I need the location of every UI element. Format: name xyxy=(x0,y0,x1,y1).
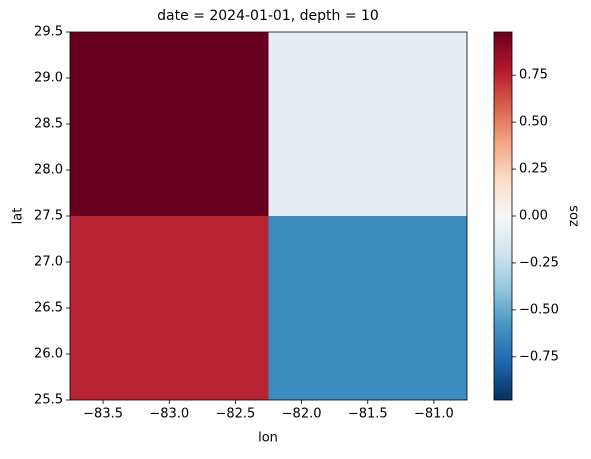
y-axis-label: lat xyxy=(11,208,26,225)
y-tick-label: 28.5 xyxy=(34,117,63,132)
y-tick-label: 26.0 xyxy=(34,347,63,362)
y-tick-label: 29.0 xyxy=(34,71,63,86)
x-tick-label: −81.0 xyxy=(414,407,454,422)
colorbar-tick-label: 0.25 xyxy=(519,162,548,177)
colorbar xyxy=(493,31,513,401)
colorbar-tick-label: −0.25 xyxy=(519,255,559,270)
colorbar-tick-label: −0.50 xyxy=(519,302,559,317)
y-tick-label: 26.5 xyxy=(34,301,63,316)
chart-title: date = 2024-01-01, depth = 10 xyxy=(157,8,379,24)
heatmap-cell xyxy=(70,216,269,400)
y-tick-label: 27.0 xyxy=(34,255,63,270)
y-tick-label: 29.5 xyxy=(34,25,63,40)
colorbar-tick-label: −0.75 xyxy=(519,349,559,364)
heatmap-cell xyxy=(268,32,467,216)
y-tick-label: 25.5 xyxy=(34,393,63,408)
x-tick-label: −83.5 xyxy=(83,407,123,422)
x-tick-label: −82.0 xyxy=(282,407,322,422)
y-tick-label: 28.0 xyxy=(34,163,63,178)
x-tick-label: −83.0 xyxy=(149,407,189,422)
colorbar-tick-label: 0.75 xyxy=(519,68,548,83)
x-tick-label: −81.5 xyxy=(348,407,388,422)
x-tick-label: −82.5 xyxy=(215,407,255,422)
heatmap-cell xyxy=(268,216,467,400)
colorbar-label: zos xyxy=(567,205,582,227)
colorbar-tick-label: 0.00 xyxy=(519,209,548,224)
x-axis-label: lon xyxy=(258,431,278,446)
y-tick-label: 27.5 xyxy=(34,209,63,224)
heatmap-cell xyxy=(70,32,269,216)
colorbar-tick-label: 0.50 xyxy=(519,115,548,130)
